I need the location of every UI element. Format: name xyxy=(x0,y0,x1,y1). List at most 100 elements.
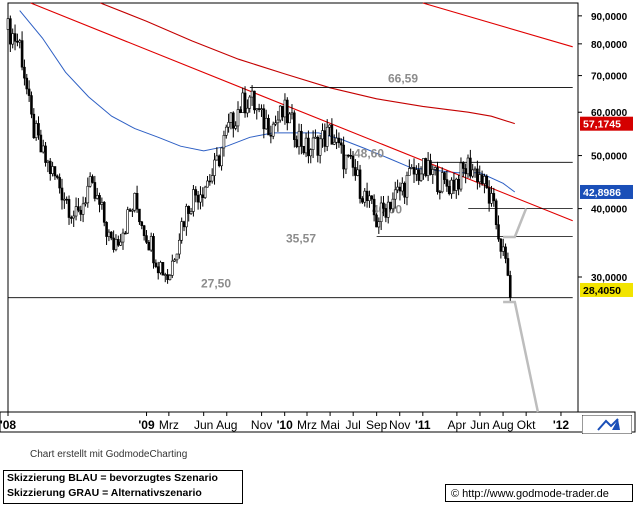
candle-body xyxy=(239,109,242,113)
x-axis-strip xyxy=(0,411,636,433)
candle-body xyxy=(478,174,482,183)
candle-body xyxy=(297,130,301,148)
candle-body xyxy=(339,142,343,146)
candle-body xyxy=(210,175,214,182)
candle-body xyxy=(314,136,317,139)
candle-body xyxy=(98,195,101,205)
price-badge-label: 42,8986 xyxy=(583,187,621,199)
candle-body xyxy=(400,182,404,192)
candle-body xyxy=(135,192,139,210)
candle-body xyxy=(356,169,359,176)
scenario-legend: Skizzierung BLAU = bevorzugtes Szenario … xyxy=(3,470,243,504)
candle-body xyxy=(138,208,141,223)
x-tick-label: Nov xyxy=(251,418,272,432)
legend-blue-scenario: Skizzierung BLAU = bevorzugtes Szenario xyxy=(7,472,218,484)
candle-body xyxy=(278,105,282,121)
candle-body xyxy=(483,176,486,184)
candle-body xyxy=(281,105,284,118)
trendline-red xyxy=(422,2,573,48)
candle-body xyxy=(55,175,59,178)
candle-body xyxy=(25,77,29,90)
candle-body xyxy=(166,274,169,280)
candle-body xyxy=(506,258,510,276)
candle-body xyxy=(457,178,460,190)
source-link[interactable]: © http://www.godmode-trader.de xyxy=(445,484,633,502)
candle-body xyxy=(53,166,57,177)
candle-body xyxy=(349,154,352,157)
candle-body xyxy=(131,209,134,212)
candle-body xyxy=(262,108,266,130)
candle-body xyxy=(436,167,439,192)
candle-body xyxy=(464,168,467,175)
candle-body xyxy=(180,221,183,241)
candle-body xyxy=(236,109,240,127)
candle-body xyxy=(450,179,453,195)
candle-body xyxy=(370,195,374,200)
candle-body xyxy=(307,137,310,157)
candle-body xyxy=(459,162,463,190)
candle-body xyxy=(112,237,115,250)
candle-body xyxy=(39,134,43,153)
candle-body xyxy=(102,202,106,223)
candle-body xyxy=(232,112,235,129)
candle-body xyxy=(454,178,458,191)
candle-body xyxy=(241,92,244,113)
candle-body xyxy=(243,92,247,114)
candle-body xyxy=(11,33,14,45)
candle-body xyxy=(368,195,371,201)
x-tick-label: '11 xyxy=(415,418,431,432)
candle-body xyxy=(283,99,287,118)
candle-body xyxy=(323,130,327,147)
candle-body xyxy=(337,137,341,144)
candle-body xyxy=(293,112,296,140)
candle-body xyxy=(372,198,376,216)
candle-body xyxy=(224,126,228,136)
candle-body xyxy=(361,198,364,203)
candle-body xyxy=(170,260,174,276)
price-badge-label: 28,4050 xyxy=(583,285,621,297)
x-tick-label: Jun xyxy=(194,418,213,432)
candle-body xyxy=(65,198,68,201)
candle-body xyxy=(497,224,500,240)
candle-body xyxy=(18,40,22,43)
x-tick-label: Sep xyxy=(366,418,388,432)
candle-body xyxy=(424,158,428,176)
candle-body xyxy=(149,236,153,251)
candle-body xyxy=(396,186,399,191)
candle-body xyxy=(114,239,118,250)
candle-body xyxy=(264,117,268,130)
candle-body xyxy=(220,147,223,167)
candle-body xyxy=(487,187,491,204)
candle-body xyxy=(410,167,413,169)
candle-body xyxy=(375,214,378,228)
candle-body xyxy=(119,241,122,246)
candle-body xyxy=(309,149,313,157)
candle-body xyxy=(182,221,186,228)
candle-body xyxy=(417,169,421,181)
candle-body xyxy=(161,262,165,276)
candle-body xyxy=(469,157,472,177)
candle-body xyxy=(185,206,188,228)
candle-body xyxy=(88,176,92,187)
candle-body xyxy=(260,108,263,110)
candle-body xyxy=(473,168,477,171)
candle-body xyxy=(145,235,148,243)
candle-body xyxy=(462,162,465,169)
level-label: 35,57 xyxy=(286,232,316,246)
draw-tool-icon[interactable] xyxy=(582,415,632,434)
candle-body xyxy=(77,206,80,211)
candle-body xyxy=(492,193,496,202)
level-label: 66,59 xyxy=(388,71,418,85)
candle-body xyxy=(215,155,219,161)
candle-body xyxy=(32,113,36,138)
candle-body xyxy=(121,232,125,243)
candle-body xyxy=(311,137,315,150)
plot-area xyxy=(7,2,579,413)
candle-body xyxy=(318,138,322,156)
candle-body xyxy=(398,186,402,192)
price-badge xyxy=(580,116,633,131)
candle-body xyxy=(393,189,397,200)
candle-body xyxy=(173,259,176,262)
price-badge xyxy=(580,184,633,199)
candle-body xyxy=(354,167,357,176)
